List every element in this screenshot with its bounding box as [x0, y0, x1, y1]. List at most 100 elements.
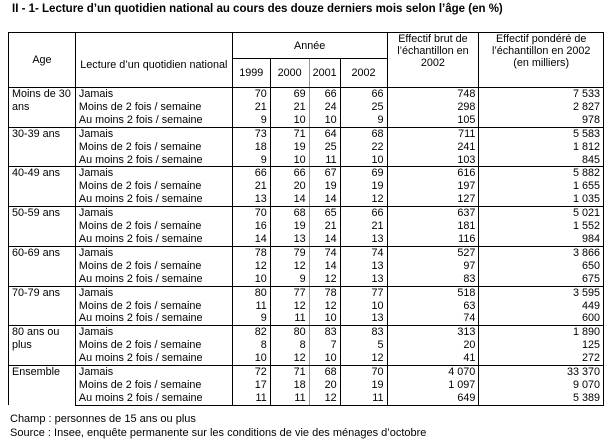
header-year: 1999 — [231, 58, 271, 88]
data-table: Age Lecture d’un quotidien national Anné… — [8, 32, 604, 406]
reading-frequency: Au moins 2 fois / semaine — [74, 193, 233, 208]
year-value: 70 — [231, 206, 271, 221]
year-value: 9 — [231, 312, 271, 327]
year-value: 83 — [308, 325, 341, 340]
year-value: 14 — [308, 193, 341, 208]
age-group: 60-69 ans — [8, 245, 76, 287]
effectif-pondere: 1 890 — [478, 325, 604, 340]
year-value: 66 — [339, 206, 388, 221]
table-row: 70-79 ans Jamais 80 77 78 77 518 3 595 — [8, 285, 604, 326]
year-value: 12 — [339, 193, 388, 208]
year-value: 12 — [269, 352, 310, 367]
age-group: Moins de 30 ans — [8, 87, 76, 128]
year-value: 19 — [339, 378, 388, 392]
year-value: 77 — [269, 285, 310, 300]
effectif-pondere: 1 035 — [478, 193, 604, 208]
reading-frequency: Jamais — [74, 285, 233, 300]
year-value: 5 — [339, 339, 388, 353]
effectif-pondere: 675 — [478, 272, 604, 287]
effectif-pondere: 125 — [478, 339, 604, 353]
reading-frequency: Jamais — [74, 166, 233, 181]
year-value: 10 — [339, 299, 388, 313]
effectif-brut: 298 — [386, 100, 480, 114]
age-group: 70-79 ans — [8, 285, 76, 326]
table-footer: Champ : personnes de 15 ans ou plus Sour… — [10, 412, 426, 440]
year-value: 10 — [339, 153, 388, 168]
year-value: 11 — [269, 391, 310, 406]
year-value: 11 — [269, 312, 310, 327]
table-row: 80 ans ou plus Jamais 82 80 83 83 313 1 890 — [8, 325, 604, 366]
year-value: 10 — [308, 312, 341, 327]
age-group: 50-59 ans — [8, 206, 76, 247]
year-value: 7 — [308, 339, 341, 353]
effectif-brut: 41 — [386, 352, 480, 367]
effectif-pondere: 5 021 — [478, 206, 604, 221]
effectif-pondere: 978 — [478, 113, 604, 128]
effectif-brut: 20 — [386, 339, 480, 353]
reading-frequency: Moins de 2 fois / semaine — [74, 299, 233, 313]
year-value: 20 — [308, 378, 341, 392]
reading-frequency: Jamais — [74, 86, 233, 101]
reading-frequency: Au moins 2 fois / semaine — [74, 312, 233, 327]
year-value: 12 — [231, 259, 271, 273]
table-row: Moins de 2 fois / semaine 17 18 20 19 1 097 9 … — [9, 378, 604, 392]
effectif-brut: 116 — [386, 232, 480, 247]
table-row: 40-49 ans Jamais 66 66 67 69 616 5 882 — [8, 166, 604, 207]
table-row: Ensemble Jamais 72 71 68 70 4 070 33 370 — [8, 365, 604, 406]
year-value: 66 — [269, 166, 310, 181]
effectif-brut: 649 — [386, 391, 480, 406]
effectif-brut: 181 — [386, 220, 480, 233]
year-value: 71 — [269, 365, 310, 379]
year-value: 14 — [308, 259, 341, 273]
table-row: Au moins 2 fois / semaine 10 12 10 12 41 272 — [9, 352, 604, 367]
effectif-pondere: 1 552 — [478, 220, 604, 233]
year-value: 19 — [339, 180, 388, 194]
reading-frequency: Moins de 2 fois / semaine — [74, 259, 233, 273]
year-value: 68 — [339, 126, 388, 141]
year-value: 78 — [231, 245, 271, 260]
year-value: 64 — [308, 126, 341, 141]
year-value: 14 — [231, 232, 271, 247]
effectif-brut: 83 — [386, 272, 480, 287]
year-value: 68 — [269, 206, 310, 221]
year-value: 10 — [308, 113, 341, 128]
year-value: 13 — [339, 259, 388, 273]
effectif-brut: 1 097 — [386, 378, 480, 392]
year-value: 9 — [269, 272, 310, 287]
effectif-brut: 616 — [386, 166, 480, 181]
effectif-pondere: 984 — [478, 232, 604, 247]
effectif-pondere: 845 — [478, 153, 604, 168]
header-age: Age — [8, 32, 76, 88]
year-value: 11 — [339, 391, 388, 406]
header-brut: Effectif brut de l’échantillon en 2002 — [386, 32, 480, 88]
year-value: 12 — [308, 299, 341, 313]
year-value: 66 — [339, 86, 388, 101]
header-year: 2000 — [269, 58, 310, 88]
effectif-brut: 105 — [386, 113, 480, 128]
effectif-brut: 527 — [386, 245, 480, 260]
reading-frequency: Au moins 2 fois / semaine — [74, 153, 233, 168]
year-value: 12 — [339, 352, 388, 367]
reading-frequency: Moins de 2 fois / semaine — [74, 220, 233, 233]
reading-frequency: Au moins 2 fois / semaine — [74, 391, 233, 406]
reading-frequency: Au moins 2 fois / semaine — [74, 352, 233, 367]
effectif-pondere: 3 595 — [478, 285, 604, 300]
year-value: 70 — [231, 86, 271, 101]
effectif-pondere: 7 533 — [478, 86, 604, 101]
effectif-brut: 103 — [386, 153, 480, 168]
effectif-brut: 127 — [386, 193, 480, 208]
year-value: 65 — [308, 206, 341, 221]
reading-frequency: Jamais — [74, 325, 233, 340]
year-value: 82 — [231, 325, 271, 340]
table-title: II - 1- Lecture d’un quotidien national … — [12, 3, 503, 15]
year-value: 24 — [308, 100, 341, 114]
effectif-pondere: 272 — [478, 352, 604, 367]
table-row: Au moins 2 fois / semaine 9 10 10 9 105 978 — [9, 113, 604, 128]
table-row: Moins de 2 fois / semaine 18 19 25 22 241 1 81… — [9, 140, 604, 154]
table-row: Moins de 2 fois / semaine 11 12 12 10 63 449 — [9, 299, 604, 313]
header-pondere: Effectif pondéré de l’échantillon en 200… — [478, 32, 604, 88]
year-value: 72 — [231, 365, 271, 379]
table-row: Au moins 2 fois / semaine 9 10 11 10 103 845 — [9, 153, 604, 168]
year-value: 8 — [231, 339, 271, 353]
reading-frequency: Moins de 2 fois / semaine — [74, 339, 233, 353]
